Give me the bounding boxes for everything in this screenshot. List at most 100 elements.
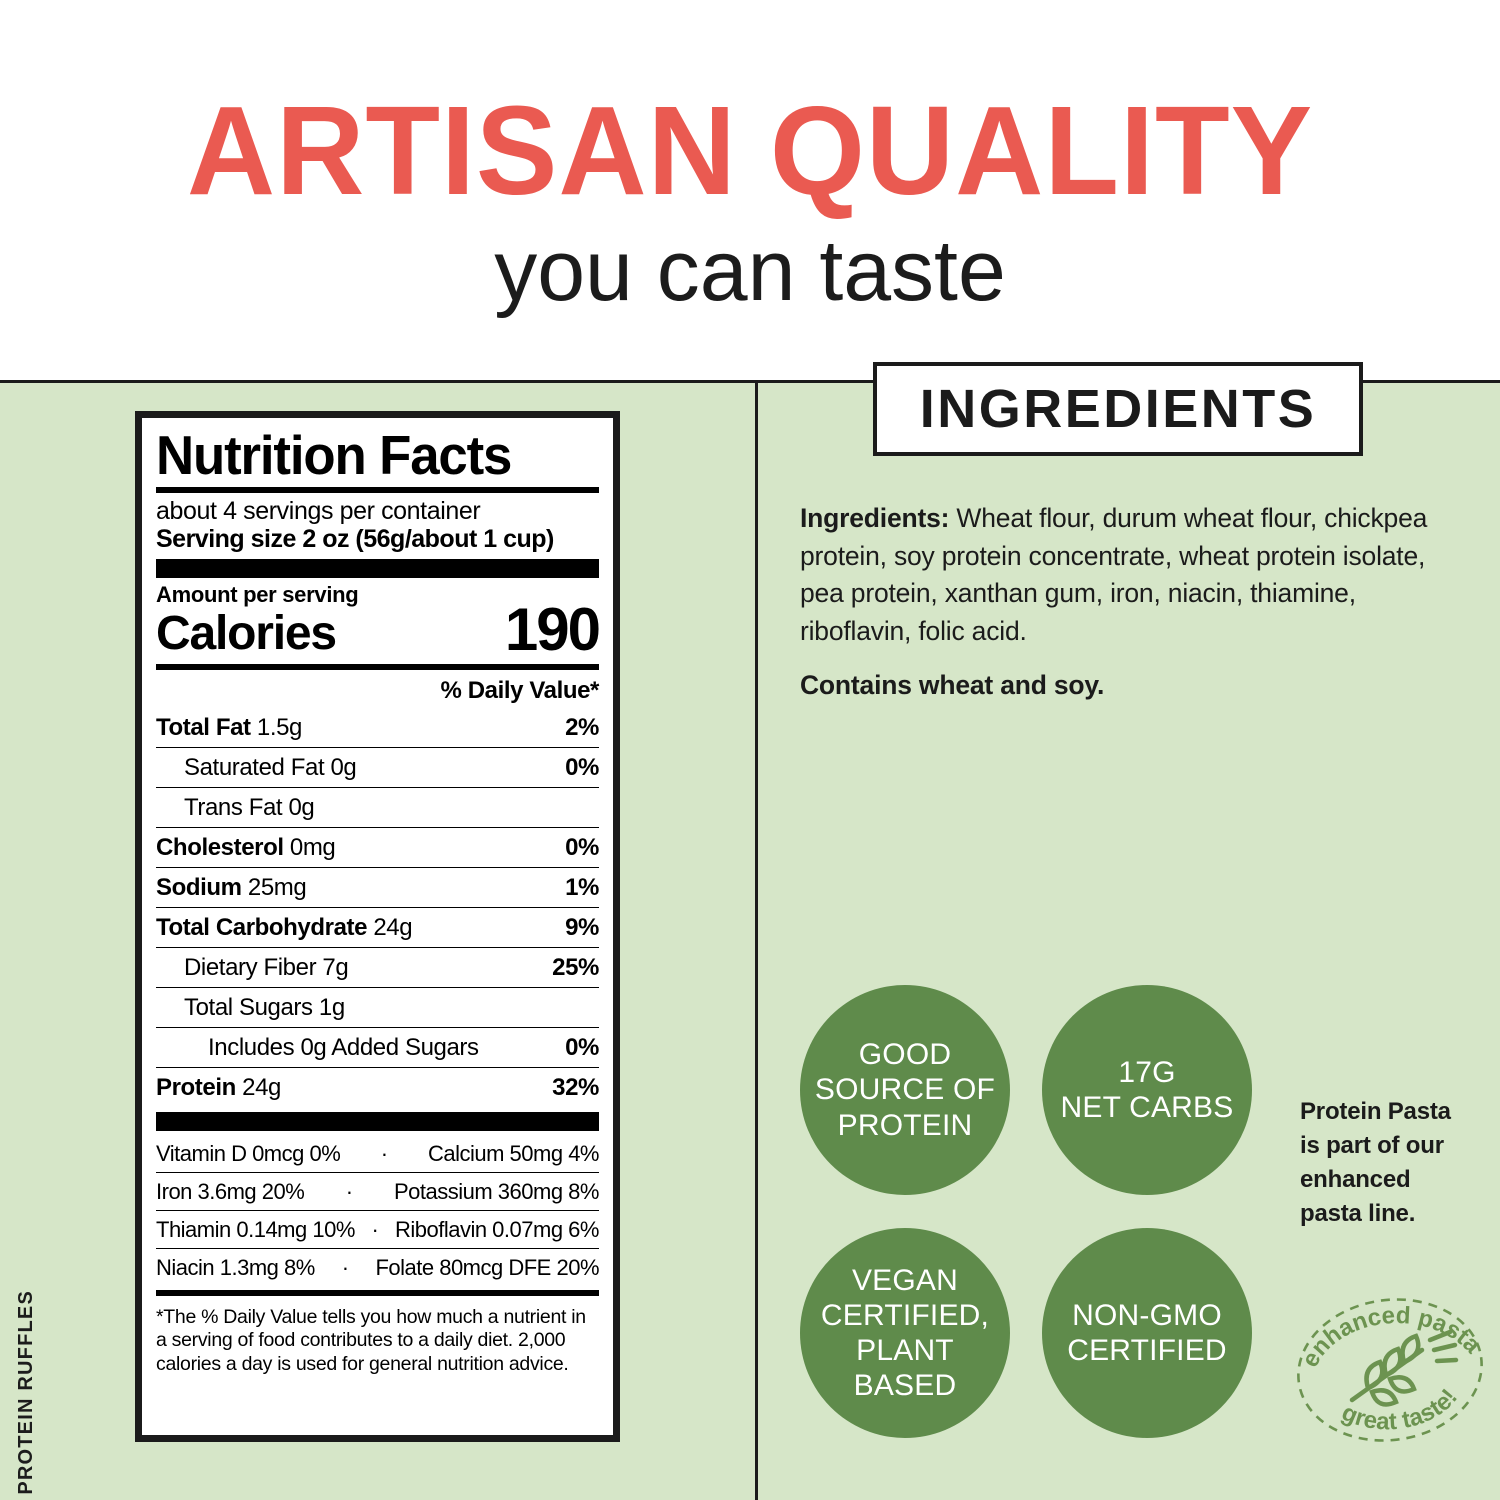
nutrient-daily-value: 32% — [552, 1073, 599, 1101]
badge-line-1: VEGAN — [851, 1263, 958, 1297]
rule-hair — [156, 1209, 599, 1211]
badge-text: GOOD SOURCE OF PROTEIN — [815, 1037, 995, 1142]
badge-non-gmo-certified: NON-GMO CERTIFIED — [1042, 1228, 1252, 1438]
rule-hair — [156, 1171, 599, 1173]
badge-line-1: GOOD — [858, 1038, 952, 1072]
rule-hair — [156, 826, 599, 828]
nutrient-name: Dietary Fiber 7g — [184, 953, 349, 981]
badge-line-3: PROTEIN — [837, 1108, 973, 1142]
vertical-divider — [755, 380, 758, 1500]
headline-word-1: ARTISAN — [186, 80, 737, 221]
badge-line-3: PLANT — [856, 1334, 954, 1367]
badge-line-1: NON-GMO — [1072, 1298, 1222, 1332]
nutrient-daily-value: 25% — [552, 953, 599, 981]
nutrition-facts-panel: Nutrition Facts about 4 servings per con… — [135, 411, 620, 1442]
micronutrient-rows: Vitamin D 0mcg 0% · Calcium 50mg 4% Iron 3.… — [156, 1135, 600, 1286]
nutrient-daily-value: 0% — [565, 1033, 599, 1061]
rule-hair — [156, 986, 599, 988]
badge-line-1: 17G — [1118, 1055, 1176, 1089]
nutrient-row: Includes 0g Added Sugars 0% — [156, 1028, 599, 1067]
calories-label: Calories — [156, 607, 337, 661]
nutrient-name: Total Carbohydrate 24g — [156, 913, 413, 941]
nutrient-row: Cholesterol 0mg 0% — [156, 828, 599, 867]
nutrient-daily-value: 0% — [565, 833, 599, 861]
daily-value-header: % Daily Value* — [440, 676, 600, 704]
nutrient-row: Total Sugars 1g — [156, 988, 599, 1027]
calories-value: 190 — [504, 595, 601, 663]
micronutrient-left: Thiamin 0.14mg 10% — [156, 1216, 355, 1242]
rule-hair — [156, 906, 599, 908]
seal-wheat-graphic — [1349, 1329, 1459, 1407]
micronutrient-left: Niacin 1.3mg 8% — [156, 1254, 315, 1280]
nutrient-name: Total Fat 1.5g — [156, 713, 303, 741]
page-title: ARTISAN QUALITY — [23, 88, 1478, 214]
micronutrient-row: Iron 3.6mg 20% · Potassium 360mg 8% — [156, 1173, 599, 1210]
badge-text: NON-GMO CERTIFIED — [1067, 1298, 1227, 1368]
nutrient-daily-value: 2% — [565, 713, 599, 741]
badge-line-2: CERTIFIED, — [820, 1298, 990, 1332]
rule-hair — [156, 866, 599, 868]
rule-hair — [156, 1066, 599, 1068]
nutrient-rows: Total Fat 1.5g 2% Saturated Fat 0g 0% Trans … — [156, 708, 599, 1107]
nutrient-name: Includes 0g Added Sugars — [208, 1033, 479, 1061]
nutrient-name: Total Sugars 1g — [184, 993, 345, 1021]
ingredients-heading-label: INGREDIENTS — [919, 379, 1317, 439]
nutrient-name: Cholesterol 0mg — [156, 833, 336, 861]
badge-line-2: NET CARBS — [1060, 1091, 1234, 1124]
rule-under-title — [156, 487, 599, 493]
nutrition-facts-title: Nutrition Facts — [156, 424, 512, 486]
micronutrient-row: Niacin 1.3mg 8% · Folate 80mcg DFE 20% — [156, 1249, 599, 1286]
product-name-label: PROTEIN RUFFLES — [14, 1290, 37, 1495]
nutrient-row: Total Fat 1.5g 2% — [156, 708, 599, 747]
nutrient-name: Sodium 25mg — [156, 873, 307, 901]
allergen-statement: Contains wheat and soy. — [800, 670, 1105, 700]
nutrient-daily-value: 1% — [565, 873, 599, 901]
micronutrient-left: Vitamin D 0mcg 0% — [156, 1140, 341, 1166]
rule-thick-under-serving — [156, 558, 599, 578]
micronutrient-separator: · — [341, 1254, 349, 1280]
serving-size: Serving size 2 oz (56g/about 1 cup) — [156, 525, 554, 553]
badge-line-2: CERTIFIED — [1067, 1334, 1227, 1367]
nutrient-row: Dietary Fiber 7g 25% — [156, 948, 599, 987]
nutrient-row: Protein 24g 32% — [156, 1068, 599, 1107]
rule-above-footnote — [156, 1289, 599, 1296]
ingredients-label: Ingredients: — [800, 503, 950, 533]
nutrient-row: Trans Fat 0g — [156, 788, 599, 827]
badge-net-carbs: 17G NET CARBS — [1042, 985, 1252, 1195]
ingredients-heading-box: INGREDIENTS — [873, 362, 1363, 456]
rule-hair — [156, 1026, 599, 1028]
rule-hair — [156, 786, 599, 788]
enhanced-pasta-note: Protein Pasta is part of our enhanced pa… — [1300, 1098, 1451, 1228]
micronutrient-row: Vitamin D 0mcg 0% · Calcium 50mg 4% — [156, 1135, 600, 1172]
micronutrient-separator: · — [380, 1140, 388, 1166]
servings-per-container: about 4 servings per container — [156, 497, 481, 525]
nutrient-daily-value: 0% — [565, 753, 599, 781]
micronutrient-separator: · — [371, 1216, 379, 1242]
wheat-stalk-icon: enhanced pasta™ great taste! — [1290, 1288, 1486, 1442]
headline-word-2: QUALITY — [769, 80, 1314, 221]
nutrient-name: Trans Fat 0g — [184, 793, 315, 821]
nutrient-row: Total Carbohydrate 24g 9% — [156, 908, 599, 947]
amount-per-serving-label: Amount per serving — [156, 581, 359, 607]
badge-good-source-of-protein: GOOD SOURCE OF PROTEIN — [800, 985, 1010, 1195]
micronutrient-row: Thiamin 0.14mg 10% · Riboflavin 0.07mg 6% — [156, 1211, 599, 1248]
daily-value-footnote: *The % Daily Value tells you how much a … — [156, 1305, 586, 1376]
micronutrient-right: Riboflavin 0.07mg 6% — [394, 1216, 600, 1242]
nutrient-row: Sodium 25mg 1% — [156, 868, 599, 907]
product-name-vertical: PROTEIN RUFFLES — [6, 1265, 46, 1495]
nutrient-daily-value: 9% — [565, 913, 599, 941]
badge-vegan-certified: VEGAN CERTIFIED, PLANT BASED — [800, 1228, 1010, 1438]
badge-line-4: BASED — [853, 1369, 957, 1403]
nutrient-name: Saturated Fat 0g — [184, 753, 357, 781]
page-subtitle: you can taste — [494, 223, 1006, 319]
micronutrient-right: Potassium 360mg 8% — [393, 1178, 600, 1204]
calories-row: Calories 190 — [156, 595, 601, 663]
nutrient-row: Saturated Fat 0g 0% — [156, 748, 599, 787]
badge-text: VEGAN CERTIFIED, PLANT BASED — [821, 1263, 989, 1403]
ingredients-list: Wheat flour, durum wheat flour, chickpea… — [800, 503, 1428, 646]
rule-hair — [156, 746, 599, 748]
micronutrient-right: Calcium 50mg 4% — [427, 1140, 600, 1166]
rule-under-calories — [156, 663, 599, 670]
micronutrient-right: Folate 80mcg DFE 20% — [375, 1254, 599, 1280]
